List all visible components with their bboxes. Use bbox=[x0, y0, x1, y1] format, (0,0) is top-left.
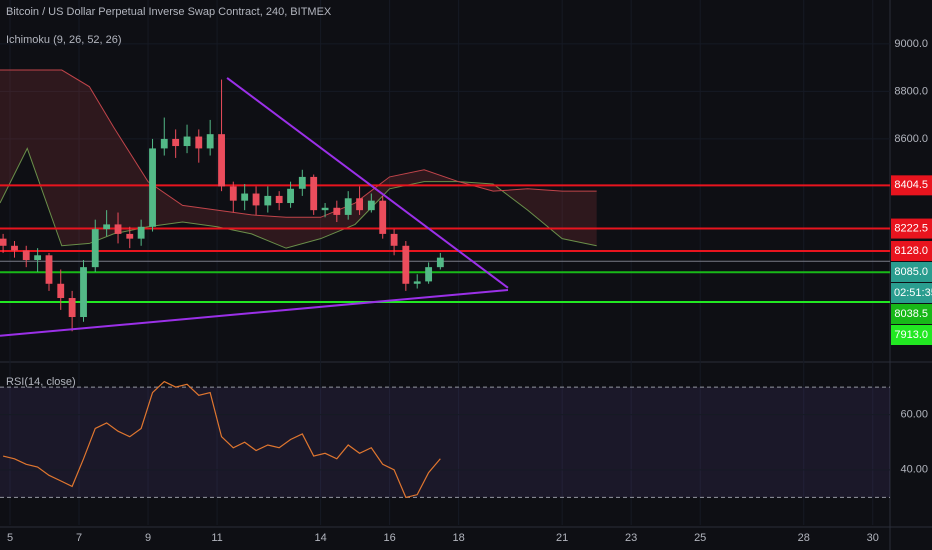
candle-body bbox=[45, 255, 53, 284]
x-tick-label: 21 bbox=[556, 532, 568, 544]
candle-body bbox=[425, 267, 433, 282]
x-tick-label: 14 bbox=[314, 532, 326, 544]
candle-body bbox=[356, 198, 364, 211]
x-tick-label: 7 bbox=[76, 532, 82, 544]
x-tick-label: 16 bbox=[383, 532, 395, 544]
candle-body bbox=[34, 255, 42, 261]
candle-body bbox=[195, 136, 203, 149]
x-tick-label: 23 bbox=[625, 532, 637, 544]
x-tick-label: 18 bbox=[453, 532, 465, 544]
price-tag-label: 7913.0 bbox=[894, 329, 928, 341]
candle-body bbox=[126, 233, 134, 239]
candle-body bbox=[80, 267, 87, 318]
price-tag bbox=[891, 241, 932, 262]
candle-body bbox=[183, 136, 191, 147]
candle-body bbox=[206, 134, 214, 149]
candle-body bbox=[172, 138, 180, 147]
x-tick-label: 30 bbox=[867, 532, 879, 544]
candle-body bbox=[436, 257, 444, 268]
trendline bbox=[226, 77, 509, 289]
candle-body bbox=[298, 176, 306, 189]
cloud-span-a bbox=[0, 147, 597, 249]
candle-body bbox=[379, 200, 387, 234]
x-tick-label: 5 bbox=[7, 532, 13, 544]
candle-body bbox=[321, 207, 329, 211]
x-tick-label: 28 bbox=[798, 532, 810, 544]
x-tick-label: 11 bbox=[211, 532, 222, 544]
candle-body bbox=[11, 245, 18, 251]
candle-body bbox=[413, 281, 421, 284]
y-tick-label: 8600.0 bbox=[894, 133, 928, 145]
rsi-band bbox=[0, 387, 890, 498]
cloud-span-b bbox=[0, 69, 597, 218]
candle-body bbox=[287, 188, 294, 204]
rsi-line bbox=[2, 380, 441, 499]
candle-body bbox=[91, 229, 99, 268]
candle-body bbox=[229, 186, 237, 201]
candle-body bbox=[103, 224, 111, 230]
y-tick-label: 8800.0 bbox=[894, 85, 928, 97]
candle-body bbox=[114, 224, 122, 234]
candle-body bbox=[57, 283, 65, 299]
x-tick-label: 25 bbox=[694, 532, 706, 544]
candle-body bbox=[218, 134, 225, 187]
candle-body bbox=[333, 207, 341, 215]
trendline bbox=[0, 288, 509, 337]
price-tag-label: 8222.5 bbox=[894, 222, 928, 234]
candle-body bbox=[241, 193, 249, 201]
price-tag-label: 8085.0 bbox=[894, 266, 928, 278]
price-tag bbox=[891, 175, 932, 196]
candle-body bbox=[367, 200, 375, 211]
price-tag bbox=[891, 262, 932, 283]
candle-body bbox=[68, 298, 76, 318]
candle-body bbox=[264, 195, 272, 206]
y-tick-label: 60.00 bbox=[900, 409, 928, 421]
rsi-label: RSI(14, close) bbox=[6, 376, 76, 388]
candle-body bbox=[390, 233, 398, 246]
y-tick-label: 40.00 bbox=[900, 464, 928, 476]
countdown-tag bbox=[891, 283, 932, 304]
candle-body bbox=[137, 226, 145, 239]
candle-body bbox=[402, 245, 410, 284]
y-tick-label: 9000.0 bbox=[894, 38, 928, 50]
price-tag bbox=[891, 325, 932, 346]
price-tag-label: 8038.5 bbox=[894, 308, 928, 320]
x-tick-label: 9 bbox=[145, 532, 151, 544]
indicator-label: Ichimoku (9, 26, 52, 26) bbox=[6, 34, 122, 46]
chart-title: Bitcoin / US Dollar Perpetual Inverse Sw… bbox=[6, 6, 332, 18]
candle-body bbox=[310, 176, 318, 211]
price-tag-label: 8404.5 bbox=[894, 179, 928, 191]
candle-body bbox=[344, 198, 352, 215]
candle-body bbox=[160, 138, 168, 149]
countdown-label: 02:51:35 bbox=[894, 287, 932, 299]
price-tag-label: 8128.0 bbox=[894, 245, 928, 257]
candle-body bbox=[252, 193, 260, 206]
candle-body bbox=[22, 250, 30, 261]
price-tag bbox=[891, 304, 932, 325]
candle-body bbox=[149, 148, 156, 227]
candle-body bbox=[275, 195, 283, 204]
price-tag bbox=[891, 218, 932, 239]
candle-body bbox=[0, 238, 7, 246]
